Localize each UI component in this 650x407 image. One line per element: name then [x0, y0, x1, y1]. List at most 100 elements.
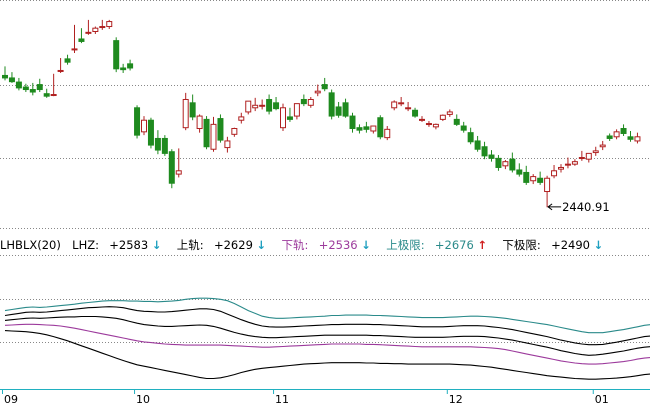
legend-lower-limit-arrow-icon: ↓	[593, 238, 604, 252]
x-tick-label: 01	[595, 393, 609, 406]
legend-lower-arrow-icon: ↓	[361, 238, 371, 252]
legend-upper-limit-arrow-icon: ↑	[477, 238, 488, 252]
candle	[419, 116, 425, 122]
candle	[537, 171, 544, 185]
candle	[592, 146, 599, 156]
candle	[217, 114, 224, 143]
candle	[564, 157, 571, 169]
candle	[64, 54, 71, 65]
candle	[613, 129, 620, 140]
candle	[509, 152, 516, 173]
candle	[259, 99, 266, 110]
legend-lower-value: +2536	[318, 238, 358, 252]
indicator-line-0	[4, 297, 650, 334]
candle	[168, 149, 175, 189]
candle	[120, 63, 127, 73]
candle	[467, 127, 474, 145]
candle	[182, 92, 189, 131]
candle	[578, 150, 585, 161]
candle	[544, 175, 551, 208]
candle	[502, 160, 509, 170]
legend-upper-label: 上轨:	[176, 238, 204, 252]
candle	[252, 97, 259, 112]
x-tick-label: 12	[449, 393, 463, 406]
candle	[439, 114, 446, 122]
candle	[85, 19, 92, 35]
legend-lhz-label: LHZ:	[72, 238, 99, 252]
candle	[147, 117, 154, 149]
candle	[314, 84, 321, 97]
candle	[474, 135, 481, 152]
candle	[203, 116, 210, 150]
candle	[266, 94, 273, 115]
candle	[175, 148, 182, 178]
candle	[307, 97, 314, 108]
candle	[558, 164, 564, 173]
x-tick-label: 09	[4, 393, 18, 406]
candle	[384, 126, 391, 141]
price-annotation: 2440.91	[547, 200, 610, 214]
candle	[342, 98, 349, 118]
candle	[453, 114, 460, 127]
candle	[134, 105, 141, 139]
candle	[405, 101, 412, 112]
candle	[127, 59, 134, 71]
candle	[634, 132, 641, 144]
candle	[523, 165, 530, 185]
candle	[516, 163, 523, 177]
candle	[2, 66, 8, 81]
candle	[29, 82, 36, 96]
candle	[141, 116, 147, 136]
candle	[488, 150, 495, 162]
legend-upper-limit-label: 上极限:	[386, 238, 425, 252]
candle	[113, 37, 120, 73]
candle	[273, 97, 280, 111]
candle	[398, 97, 405, 107]
legend-lower-limit-label: 下极限:	[502, 238, 541, 252]
candle	[481, 141, 488, 160]
candle	[286, 107, 293, 122]
candle	[36, 78, 43, 93]
candle	[370, 125, 377, 134]
annotation-label: 2440.91	[562, 200, 610, 214]
legend-upper-limit-value: +2676	[434, 238, 474, 252]
candle	[432, 123, 439, 130]
candle	[551, 164, 558, 179]
candle	[620, 124, 627, 136]
candle	[210, 116, 217, 152]
indicator-line-4	[4, 330, 650, 380]
candle	[231, 127, 238, 137]
candle	[71, 24, 78, 54]
candle	[356, 124, 363, 134]
candle	[78, 28, 85, 44]
candle	[99, 19, 106, 30]
candle	[300, 94, 307, 107]
legend-lhz-value: +2583	[109, 238, 149, 252]
candle	[377, 115, 384, 140]
candle	[446, 109, 453, 117]
legend-upper-arrow-icon: ↓	[256, 238, 267, 252]
candle	[293, 103, 300, 120]
candle	[530, 174, 537, 185]
candle	[391, 100, 398, 111]
candle	[43, 88, 50, 98]
candle	[15, 77, 22, 91]
candle	[224, 136, 231, 153]
indicator-lines	[4, 297, 650, 380]
x-tick-label: 11	[275, 393, 289, 406]
candle	[321, 77, 328, 92]
candle	[328, 89, 335, 120]
x-tick-label: 10	[136, 393, 150, 406]
legend-title: LHBLX(20)	[0, 238, 61, 252]
annotation-arrow-icon	[547, 203, 562, 211]
x-axis: 09 10 11 12 01	[0, 389, 650, 406]
legend-lower-limit-value: +2490	[551, 238, 590, 252]
candle	[495, 155, 502, 171]
candle	[425, 121, 432, 127]
indicator-line-3	[4, 323, 650, 365]
candle	[571, 159, 578, 166]
indicator-legend: LHBLX(20) LHZ: +2583 ↓ 上轨: +2629 ↓ 下轨: +…	[0, 236, 603, 254]
candle	[238, 112, 245, 124]
